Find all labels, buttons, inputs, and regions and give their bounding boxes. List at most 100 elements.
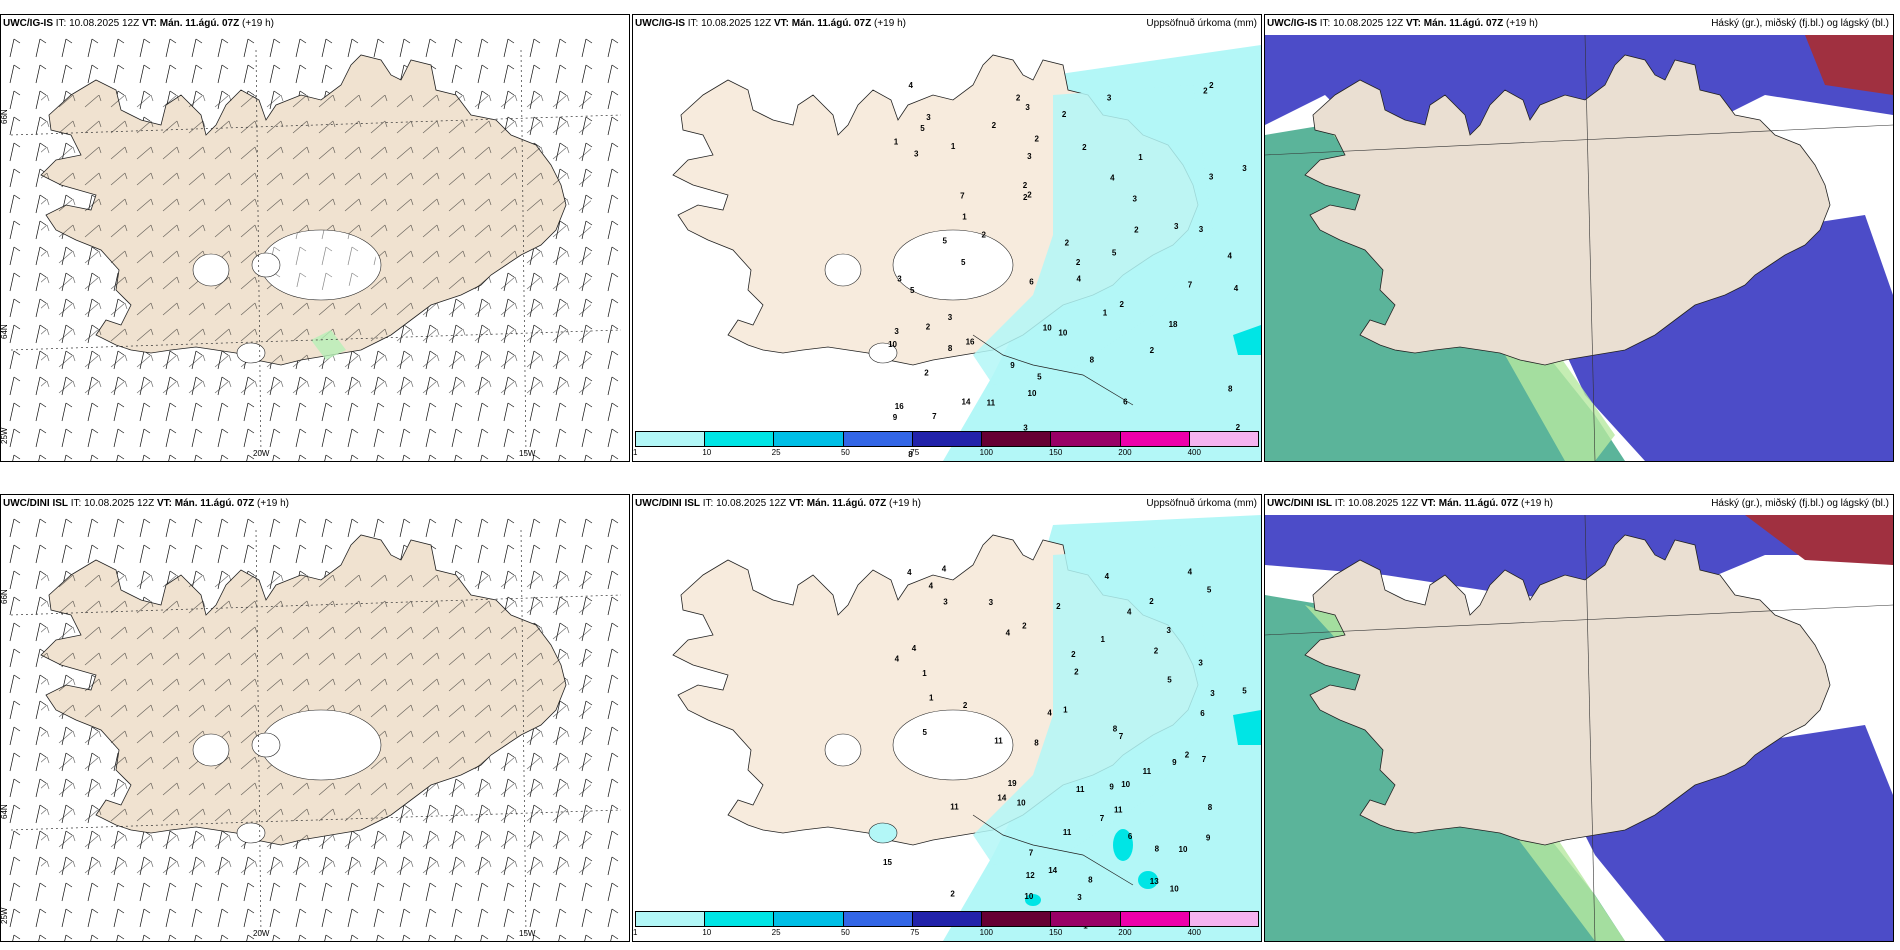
precip-value: 9 — [1206, 834, 1211, 843]
precip-value: 3 — [1025, 103, 1030, 112]
colorbar-ticks: 1 10 25 50 75 100 150 200 400 — [633, 448, 1259, 459]
precip-value: 2 — [1074, 667, 1079, 676]
precip-value: 8 — [908, 450, 913, 459]
wind-map-panel-igis: UWC/IG-IS IT: 10.08.2025 12Z VT: Mán. 11… — [0, 14, 630, 462]
panel-title-right: Uppsöfnuð úrkoma (mm) — [1146, 498, 1257, 509]
precip-value: 14 — [997, 794, 1006, 803]
lon-label-25w: 25W — [1, 907, 9, 924]
colorbar-tick: 50 — [840, 448, 850, 457]
precip-value: 6 — [1200, 709, 1205, 718]
precip-value: 5 — [1167, 676, 1172, 685]
precip-value: 12 — [1026, 871, 1035, 880]
precip-value: 8 — [1090, 355, 1095, 364]
precip-map-panel-dini: UWC/DINI ISL IT: 10.08.2025 12Z VT: Mán.… — [632, 494, 1262, 942]
precip-patch — [311, 330, 346, 360]
glacier-myrdalsjokull — [236, 342, 266, 364]
lon-label-15w: 15W — [519, 929, 536, 938]
precip-value: 2 — [1076, 258, 1081, 267]
precip-value: 14 — [962, 397, 971, 406]
precip-value: 2 — [1056, 602, 1061, 611]
precip-value: 3 — [914, 150, 919, 159]
colorbar-swatch — [774, 912, 844, 926]
precip-value: 1 — [962, 213, 967, 222]
precip-value: 5 — [1207, 586, 1212, 595]
precip-value: 15 — [883, 858, 892, 867]
colorbar-tick: 25 — [771, 928, 781, 937]
precip-value: 10 — [1024, 892, 1033, 901]
colorbar-tick: 150 — [1048, 448, 1063, 457]
precip-value: 4 — [1234, 284, 1239, 293]
cloud-map[interactable] — [1265, 35, 1893, 461]
precip-value: 4 — [1228, 251, 1233, 260]
precip-value: 4 — [912, 644, 917, 653]
precip-value: 3 — [948, 313, 953, 322]
precip-value: 10 — [888, 340, 897, 349]
precip-value: 4 — [907, 568, 912, 577]
colorbar-tick: 75 — [910, 448, 920, 457]
precip-value: 4 — [1047, 709, 1052, 718]
precip-value: 4 — [1077, 274, 1082, 283]
precip-value: 4 — [1110, 174, 1115, 183]
precip-value: 10 — [1028, 389, 1037, 398]
colorbar-tick: 100 — [979, 928, 993, 937]
wind-map[interactable]: 66N 64N 25W 20W 15W — [1, 515, 629, 941]
precip-value: 3 — [989, 598, 994, 607]
panel-title-right: Háský (gr.), miðský (fj.bl.) og lágský (… — [1711, 498, 1889, 509]
precip-value: 3 — [894, 327, 899, 336]
precip-value: 2 — [1134, 226, 1139, 235]
precip-value: 4 — [1127, 608, 1132, 617]
precip-value: 6 — [1123, 398, 1128, 407]
precip-value: 8 — [1088, 876, 1093, 885]
precip-value: 3 — [1242, 164, 1247, 173]
colorbar-swatch — [636, 912, 706, 926]
precip-value: 10 — [1043, 323, 1052, 332]
colorbar-tick: 400 — [1187, 928, 1201, 937]
precip-value: 9 — [1109, 782, 1114, 791]
colorbar-tick: 100 — [979, 448, 993, 457]
precip-value: 3 — [926, 113, 931, 122]
lon-label-15w: 15W — [519, 449, 536, 458]
precip-value: 1 — [1063, 706, 1068, 715]
precip-value: 9 — [1010, 361, 1015, 370]
precip-value: 1 — [1103, 309, 1108, 318]
precip-value: 2 — [982, 231, 987, 240]
panel-header: UWC/IG-IS IT: 10.08.2025 12Z VT: Mán. 11… — [3, 18, 274, 29]
precip-value: 2 — [1022, 622, 1027, 631]
precip-value: 2 — [1023, 193, 1028, 202]
precip-value: 4 — [1006, 629, 1011, 638]
precip-value: 10 — [1017, 799, 1026, 808]
precip-value: 7 — [932, 412, 937, 421]
precip-value: 2 — [1150, 346, 1155, 355]
precip-value: 6 — [1029, 277, 1034, 286]
precip-value: 4 — [895, 655, 900, 664]
precip-value: 1 — [922, 669, 927, 678]
colorbar-swatch — [705, 432, 775, 446]
precip-value: 3 — [1023, 424, 1028, 433]
precip-value: 5 — [1112, 249, 1117, 258]
panel-title-right: Uppsöfnuð úrkoma (mm) — [1146, 18, 1257, 29]
lat-label-64n: 64N — [1, 804, 9, 819]
wind-map[interactable]: 66N 64N 25W 20W 15W — [1, 35, 629, 461]
precip-map-panel-igis: UWC/IG-IS IT: 10.08.2025 12Z VT: Mán. 11… — [632, 14, 1262, 462]
precip-value: 4 — [929, 581, 934, 590]
colorbar-tick: 200 — [1118, 928, 1132, 937]
precip-value: 8 — [1155, 844, 1160, 853]
precip-value: 5 — [920, 124, 925, 133]
precip-value: 1 — [951, 142, 956, 151]
lon-label-20w: 20W — [253, 929, 270, 938]
precip-colorbar — [635, 431, 1259, 447]
precip-value: 1 — [929, 693, 934, 702]
precip-value: 5 — [910, 286, 915, 295]
lat-label-66n: 66N — [1, 109, 9, 124]
precip-colorbar — [635, 911, 1259, 927]
precip-value: 11 — [1076, 785, 1085, 794]
precip-value: 11 — [987, 398, 996, 407]
precip-value: 4 — [1105, 572, 1110, 581]
precip-value: 10 — [1170, 885, 1179, 894]
cloud-map[interactable] — [1265, 515, 1893, 941]
precip-value: 2 — [1120, 300, 1125, 309]
colorbar-tick: 1 — [633, 448, 638, 457]
